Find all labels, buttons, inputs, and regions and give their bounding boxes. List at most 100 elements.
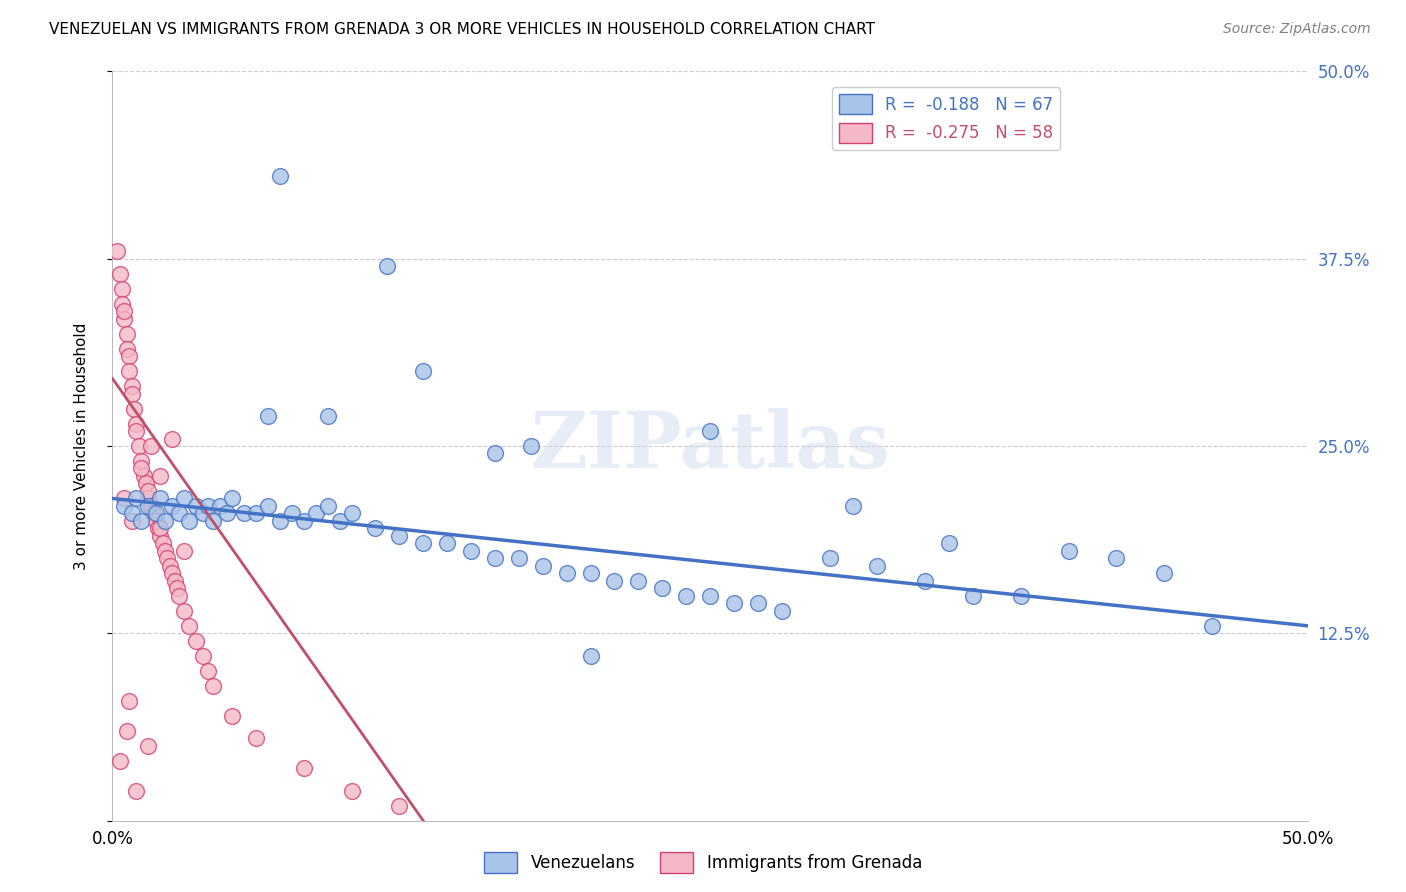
Point [233, 507, 256, 521]
Point [699, 424, 721, 438]
Point [163, 574, 186, 588]
Point [377, 259, 399, 273]
Point [221, 708, 243, 723]
Point [139, 499, 162, 513]
Point [316, 409, 339, 423]
Point [118, 349, 141, 363]
Point [245, 731, 267, 746]
Point [201, 679, 224, 693]
Point [555, 566, 578, 581]
Point [531, 558, 554, 573]
Point [111, 296, 134, 310]
Point [105, 244, 128, 259]
Point [125, 417, 148, 431]
Point [209, 499, 232, 513]
Point [340, 783, 363, 797]
Point [245, 507, 267, 521]
Point [770, 604, 793, 618]
Point [169, 589, 191, 603]
Point [675, 589, 697, 603]
Point [114, 311, 135, 326]
Point [1105, 551, 1128, 566]
Point [173, 544, 195, 558]
Point [169, 507, 191, 521]
Point [412, 536, 434, 550]
Point [364, 521, 387, 535]
Point [257, 499, 280, 513]
Point [186, 499, 208, 513]
Point [125, 783, 148, 797]
Point [114, 304, 135, 318]
Point [508, 551, 530, 566]
Point [842, 499, 865, 513]
Point [436, 536, 458, 550]
Point [651, 582, 673, 596]
Point [152, 536, 174, 550]
Point [177, 619, 200, 633]
Point [114, 491, 135, 506]
Point [1010, 589, 1032, 603]
Point [269, 514, 291, 528]
Point [173, 604, 195, 618]
Point [217, 507, 239, 521]
Point [340, 507, 363, 521]
Point [138, 491, 160, 506]
Point [162, 432, 183, 446]
Point [162, 566, 183, 581]
Point [388, 798, 411, 813]
Point [115, 342, 138, 356]
Point [122, 401, 145, 416]
Point [316, 499, 339, 513]
Point [484, 446, 506, 460]
Point [460, 544, 482, 558]
Point [484, 551, 506, 566]
Point [146, 521, 169, 535]
Point [145, 514, 167, 528]
Point [866, 558, 889, 573]
Point [292, 761, 315, 775]
Point [118, 364, 141, 378]
Point [125, 424, 148, 438]
Point [114, 499, 135, 513]
Point [914, 574, 936, 588]
Point [186, 633, 208, 648]
Point [153, 514, 176, 528]
Point [162, 499, 183, 513]
Point [108, 754, 131, 768]
Point [627, 574, 650, 588]
Point [193, 648, 215, 663]
Point [699, 589, 721, 603]
Point [747, 596, 769, 610]
Point [281, 507, 304, 521]
Point [329, 514, 352, 528]
Point [197, 499, 219, 513]
Point [121, 386, 143, 401]
Point [818, 551, 841, 566]
Point [128, 439, 150, 453]
Point [603, 574, 626, 588]
Point [193, 507, 215, 521]
Legend: R =  -0.188   N = 67, R =  -0.275   N = 58: R = -0.188 N = 67, R = -0.275 N = 58 [832, 87, 1060, 150]
Point [579, 566, 602, 581]
Point [197, 664, 219, 678]
Point [962, 589, 984, 603]
Point [1057, 544, 1080, 558]
Point [108, 267, 131, 281]
Point [177, 514, 200, 528]
Text: VENEZUELAN VS IMMIGRANTS FROM GRENADA 3 OR MORE VEHICLES IN HOUSEHOLD CORRELATIO: VENEZUELAN VS IMMIGRANTS FROM GRENADA 3 … [49, 22, 875, 37]
Point [129, 454, 152, 468]
Point [1201, 619, 1223, 633]
Point [129, 461, 152, 475]
Point [269, 169, 291, 184]
Point [579, 648, 602, 663]
Point [142, 507, 165, 521]
Text: ZIPatlas: ZIPatlas [530, 408, 890, 484]
Point [149, 521, 172, 535]
Point [388, 529, 411, 543]
Point [723, 596, 745, 610]
Point [292, 514, 315, 528]
Point [115, 723, 138, 738]
Point [257, 409, 280, 423]
Point [173, 491, 195, 506]
Point [115, 326, 138, 341]
